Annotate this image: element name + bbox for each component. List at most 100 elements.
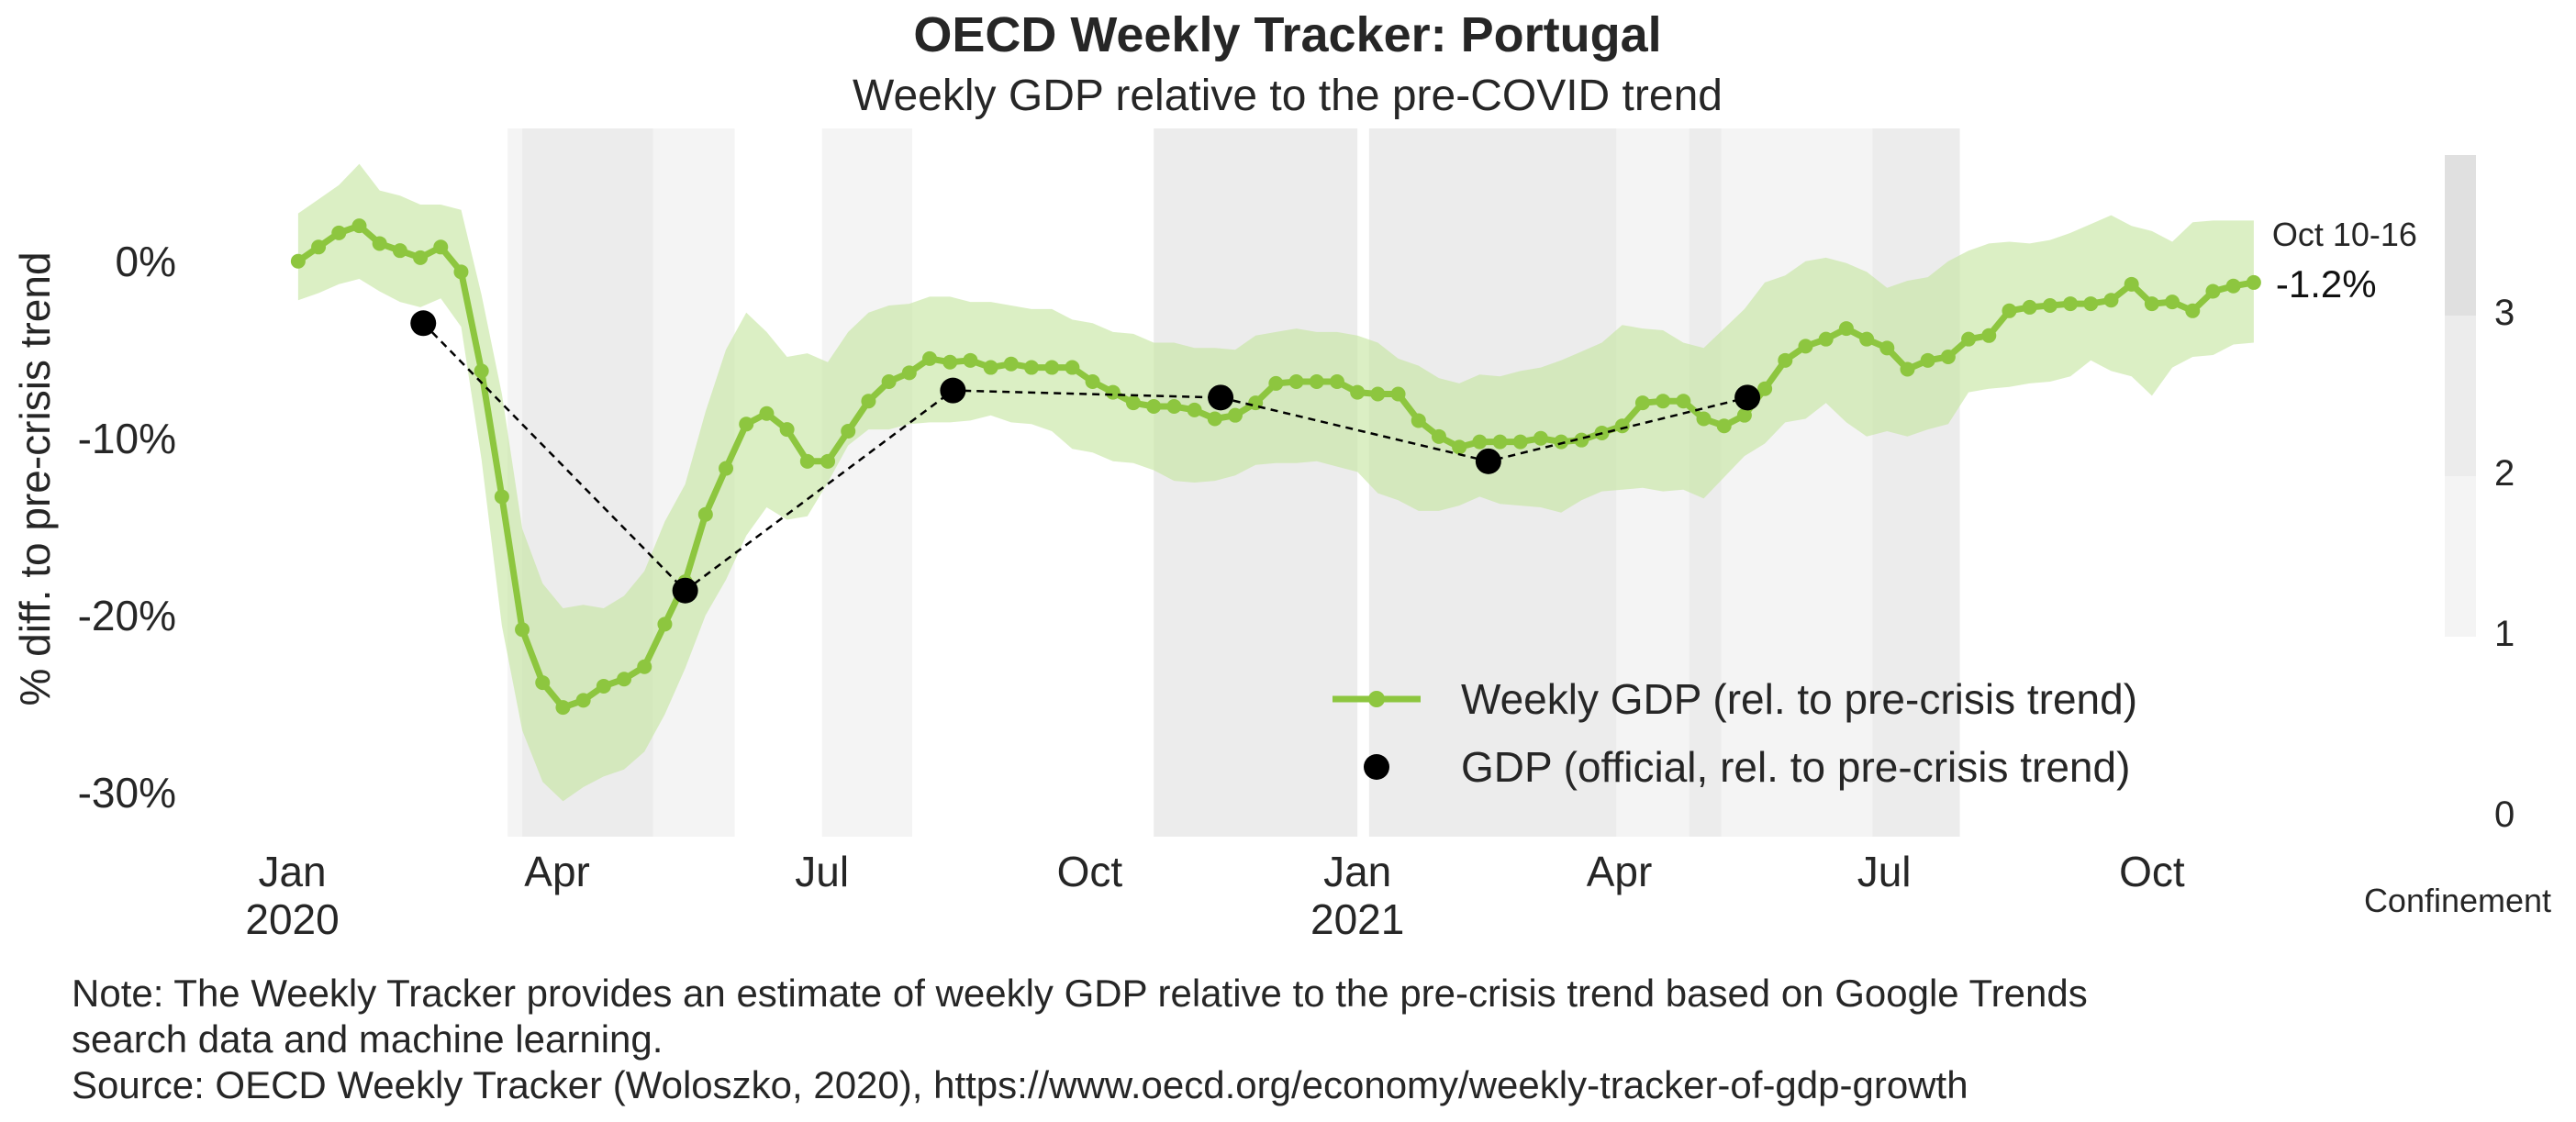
weekly-gdp-point <box>881 373 897 389</box>
note-line-2: search data and machine learning. <box>72 1017 664 1061</box>
weekly-gdp-point <box>861 394 876 409</box>
weekly-gdp-point <box>1023 360 1039 375</box>
weekly-gdp-point <box>1554 434 1569 450</box>
weekly-gdp-point <box>1512 434 1528 450</box>
weekly-gdp-point <box>535 675 551 691</box>
weekly-gdp-point <box>2103 293 2119 308</box>
colorbar-tick-label: 3 <box>2494 293 2515 333</box>
weekly-gdp-point <box>1981 328 1997 343</box>
weekly-gdp-point <box>453 264 469 280</box>
last-point-annotation: Oct 10-16 -1.2% <box>2272 216 2417 305</box>
weekly-gdp-point <box>1411 413 1426 428</box>
weekly-gdp-point <box>617 672 632 687</box>
weekly-gdp-point <box>1716 418 1732 434</box>
weekly-gdp-point <box>1166 399 1182 415</box>
weekly-gdp-point <box>2144 296 2159 312</box>
weekly-gdp-point <box>2022 299 2037 315</box>
weekly-gdp-point <box>1227 407 1243 423</box>
weekly-gdp-point <box>759 405 775 421</box>
weekly-gdp-point <box>1329 373 1344 389</box>
weekly-gdp-point <box>901 365 917 381</box>
colorbar-tick-label: 0 <box>2494 794 2515 835</box>
weekly-gdp-point <box>1879 340 1895 356</box>
weekly-gdp-point <box>392 243 407 259</box>
weekly-gdp-point <box>1370 386 1386 402</box>
weekly-gdp-point <box>2225 278 2241 294</box>
weekly-gdp-point <box>983 360 998 375</box>
weekly-gdp-point <box>657 617 673 632</box>
confidence-band <box>297 163 2254 802</box>
weekly-gdp-point <box>2124 276 2139 292</box>
weekly-gdp-point <box>413 250 429 265</box>
weekly-gdp-point <box>2185 303 2201 318</box>
weekly-gdp-point <box>1656 394 1671 409</box>
colorbar-level-0 <box>2445 637 2476 797</box>
colorbar-level-2 <box>2445 316 2476 476</box>
weekly-gdp-point <box>942 354 958 370</box>
colorbar-label: Confinement <box>2364 882 2551 919</box>
x-tick-year-label: 2020 <box>245 895 339 943</box>
weekly-gdp-point <box>1431 428 1446 444</box>
official-gdp-point <box>1208 384 1234 411</box>
weekly-gdp-point <box>841 424 856 439</box>
official-gdp-point <box>1734 384 1761 411</box>
weekly-gdp-point <box>2042 298 2057 313</box>
weekly-gdp-point <box>1818 331 1834 347</box>
weekly-gdp-point <box>2205 283 2221 299</box>
legend: Weekly GDP (rel. to pre-crisis trend) GDP… <box>1333 675 2137 791</box>
weekly-gdp-point <box>2246 274 2261 290</box>
weekly-gdp-point <box>1634 395 1650 411</box>
y-tick-label: 0% <box>116 238 176 285</box>
weekly-gdp-point <box>739 417 754 432</box>
weekly-gdp-point <box>1207 411 1222 427</box>
confinement-colorbar: 0 1 2 3 Confinement <box>2364 155 2551 919</box>
legend-official-label: GDP (official, rel. to pre-crisis trend) <box>1461 743 2130 791</box>
weekly-gdp-point <box>474 363 489 379</box>
chart-subtitle: Weekly GDP relative to the pre-COVID tre… <box>853 72 1723 120</box>
weekly-gdp-point <box>1859 331 1875 347</box>
colorbar-level-1 <box>2445 476 2476 637</box>
weekly-gdp-point <box>1961 331 1977 347</box>
x-tick-label: Jan <box>1323 848 1391 895</box>
weekly-gdp-point <box>290 253 306 269</box>
weekly-gdp-point <box>596 678 611 694</box>
weekly-gdp-point <box>494 489 509 505</box>
weekly-gdp-point <box>779 422 795 438</box>
weekly-gdp-point <box>1288 373 1304 389</box>
colorbar-level-3 <box>2445 155 2476 316</box>
annotation-value: -1.2% <box>2276 262 2377 305</box>
weekly-gdp-point <box>1614 418 1630 434</box>
legend-weekly-marker <box>1368 691 1385 707</box>
weekly-gdp-point <box>1044 360 1060 375</box>
weekly-gdp-point <box>1676 394 1691 409</box>
weekly-gdp-point <box>1778 352 1793 368</box>
source-line: Source: OECD Weekly Tracker (Woloszko, 2… <box>72 1063 1968 1106</box>
weekly-gdp-point <box>433 239 449 255</box>
weekly-gdp-point <box>1838 321 1854 337</box>
weekly-gdp-point <box>1533 430 1548 446</box>
weekly-gdp-point <box>922 350 938 366</box>
y-axis-label: % diff. to pre-crisis trend <box>11 251 59 705</box>
weekly-gdp-point <box>372 236 387 251</box>
weekly-gdp-point <box>2083 296 2099 312</box>
weekly-gdp-point <box>2002 303 2017 318</box>
weekly-gdp-point <box>1187 402 1202 417</box>
annotation-date: Oct 10-16 <box>2272 216 2417 253</box>
x-tick-label: Oct <box>1057 848 1123 895</box>
x-tick-label: Oct <box>2119 848 2185 895</box>
y-axis: 0% -10% -20% -30% <box>78 238 176 817</box>
weekly-gdp-point <box>1940 349 1956 364</box>
weekly-gdp-point <box>1696 411 1712 427</box>
weekly-gdp-point <box>799 453 815 469</box>
chart-title: OECD Weekly Tracker: Portugal <box>913 7 1661 62</box>
confinement-period-9 <box>1872 128 1960 837</box>
official-gdp-point <box>672 577 698 604</box>
weekly-gdp-point <box>1309 373 1324 389</box>
weekly-gdp-series <box>290 218 2261 716</box>
weekly-gdp-point <box>1105 384 1121 400</box>
legend-official-marker <box>1364 754 1389 780</box>
weekly-gdp-point <box>1757 381 1773 396</box>
weekly-gdp-point <box>1065 360 1080 375</box>
